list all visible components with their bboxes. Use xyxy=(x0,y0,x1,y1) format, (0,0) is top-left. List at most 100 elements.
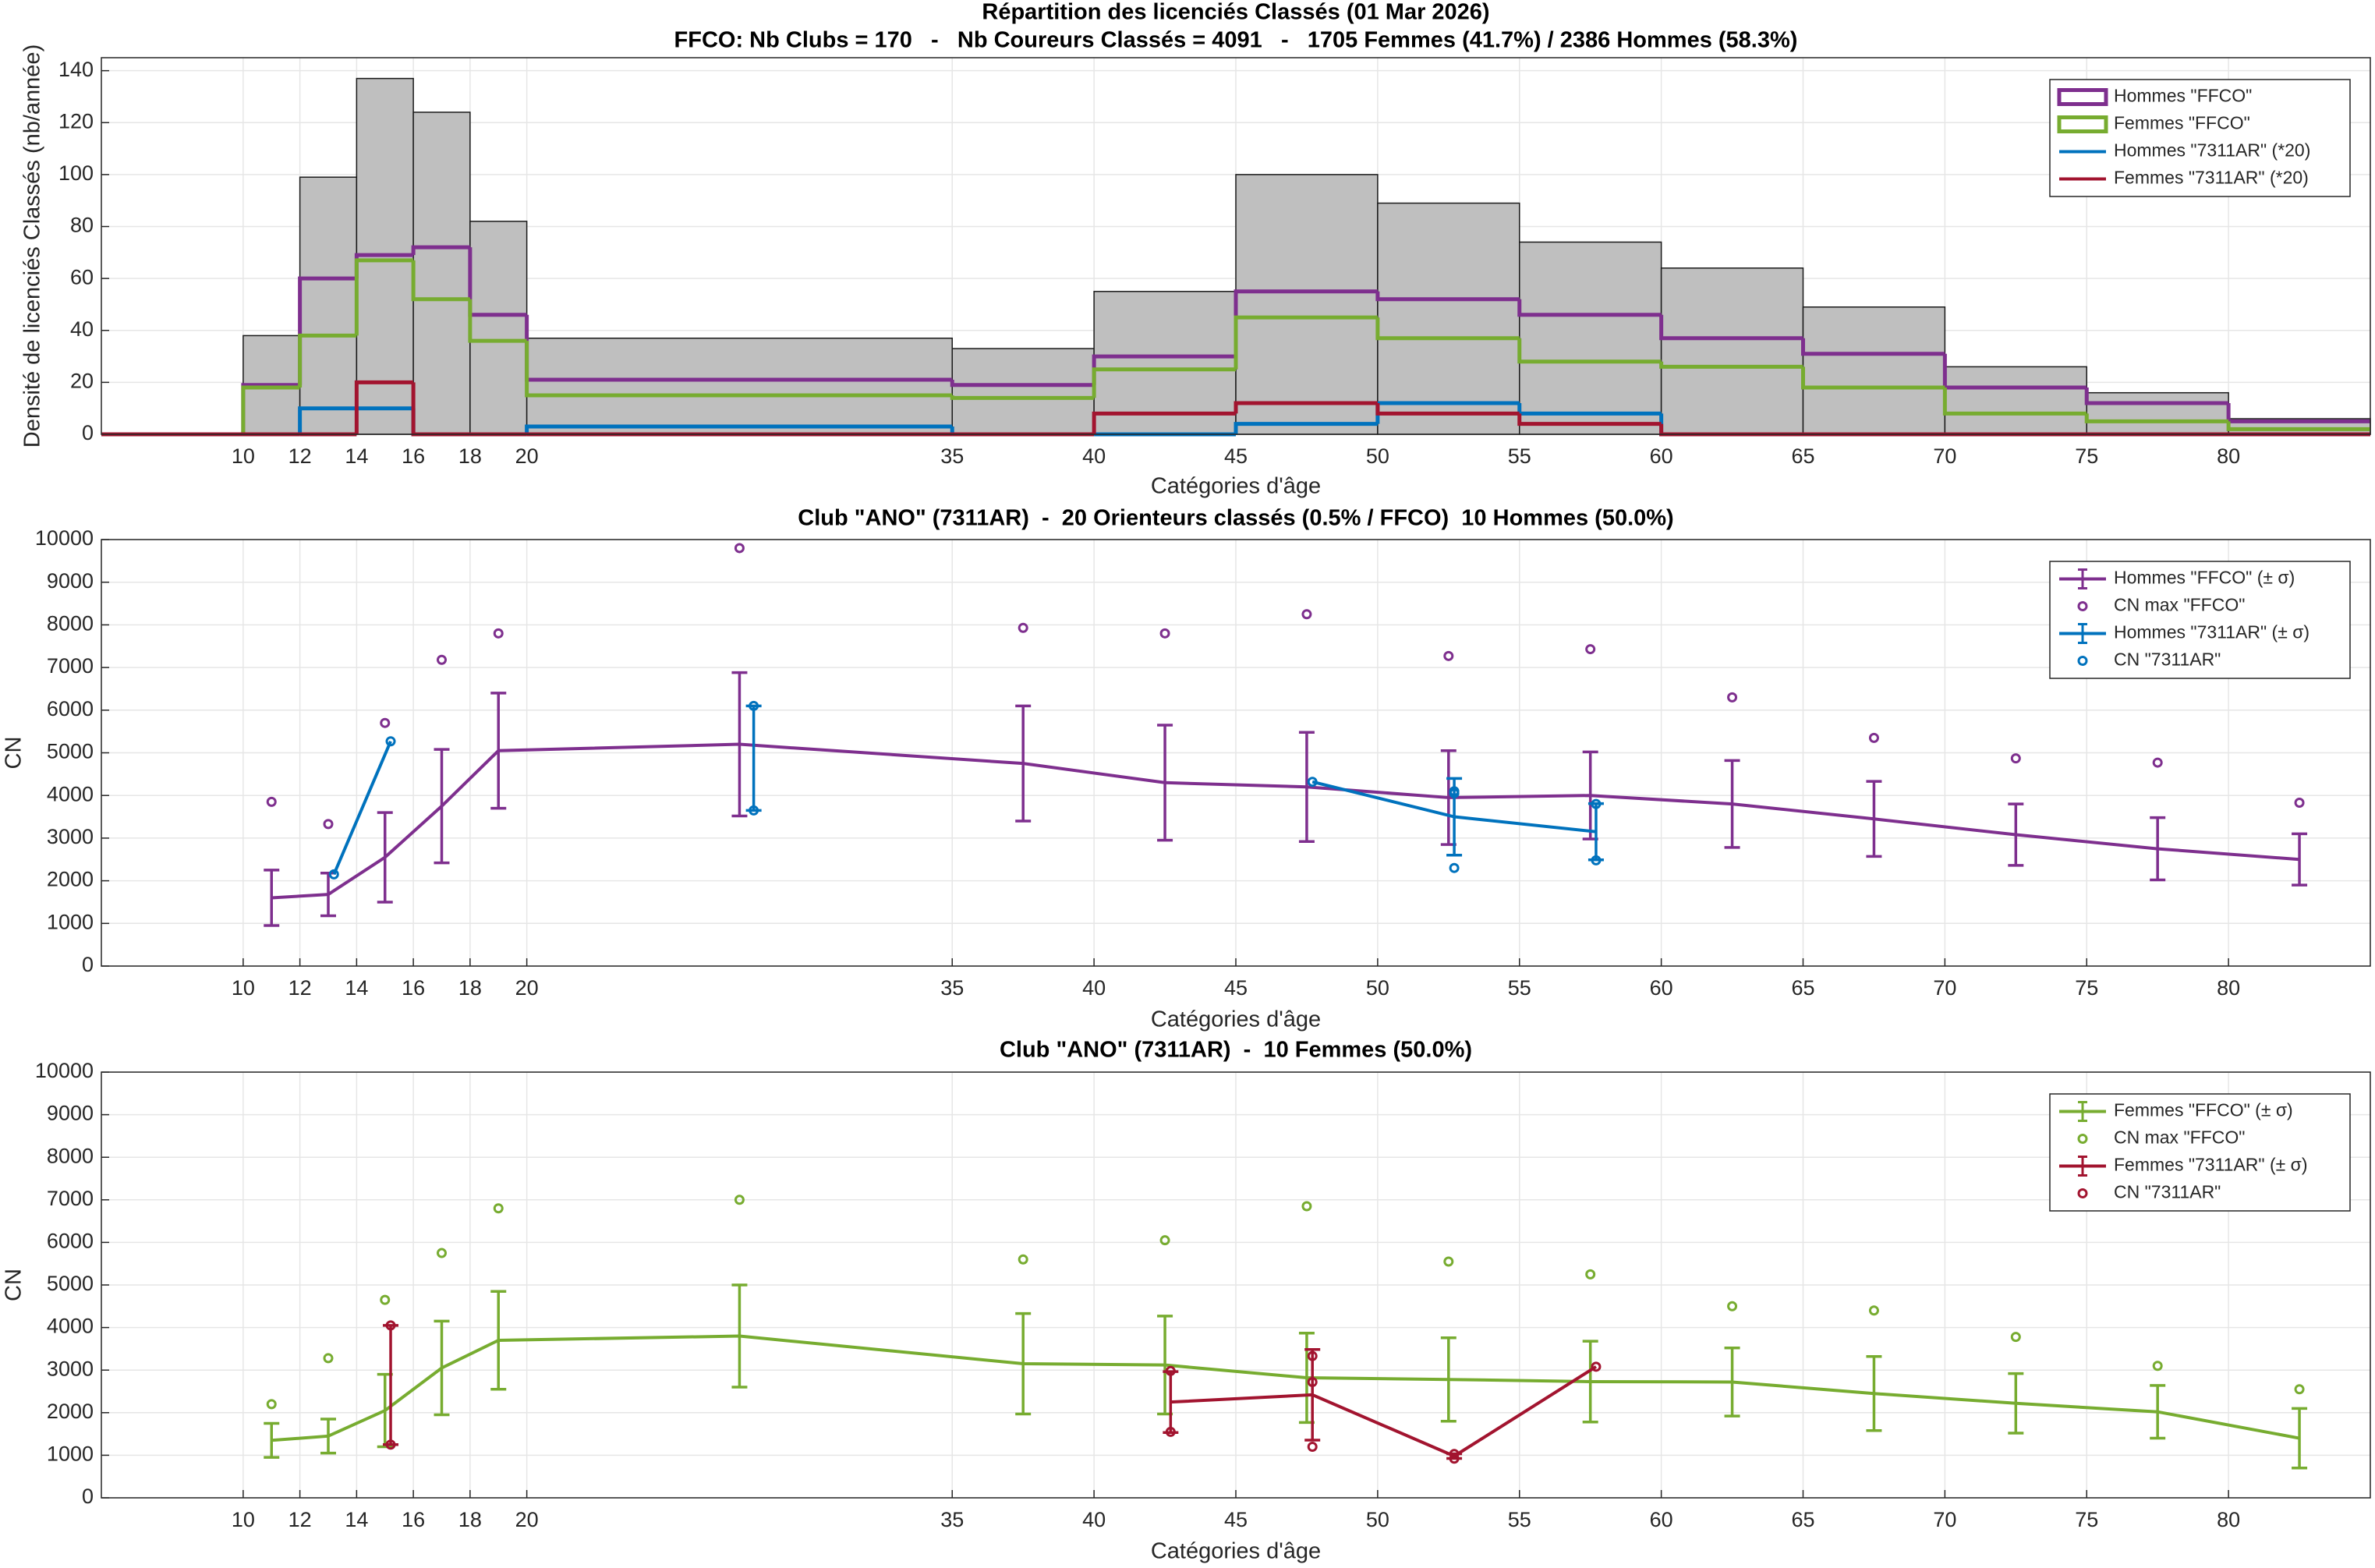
marker xyxy=(1307,1376,1318,1387)
stair-step xyxy=(1092,367,1236,398)
marker xyxy=(380,1294,391,1305)
stair-step xyxy=(241,385,300,434)
stair-step xyxy=(1375,291,1520,302)
x-tick-label: 40 xyxy=(1082,444,1106,468)
stair-step xyxy=(950,395,1095,400)
legend-label: Femmes "7311AR" (*20) xyxy=(2114,168,2309,188)
x-tick-label: 60 xyxy=(1650,1508,1673,1531)
marker xyxy=(1165,1365,1176,1376)
y-tick-label: 40 xyxy=(70,317,94,341)
legend-label: Hommes "7311AR" (*20) xyxy=(2114,140,2310,161)
x-tick-label: 20 xyxy=(515,1508,539,1531)
stair-step xyxy=(354,380,414,434)
marker xyxy=(1585,1269,1596,1280)
series-line xyxy=(1170,1365,1598,1458)
x-axis-label: Catégories d'âge xyxy=(1151,1007,1321,1032)
marker xyxy=(266,796,277,807)
legend-label: CN max "FFCO" xyxy=(2114,595,2245,615)
axes-box xyxy=(101,1071,2371,1499)
y-tick-label: 9000 xyxy=(47,569,94,593)
error-bar xyxy=(2008,1372,2024,1435)
marker xyxy=(749,700,759,711)
marker xyxy=(734,1195,745,1205)
x-tick-label: 55 xyxy=(1508,1508,1531,1531)
error-bar xyxy=(2292,832,2308,887)
legend-label: Femmes "FFCO" xyxy=(2114,113,2250,133)
stair-step xyxy=(1942,388,2087,416)
error-bar xyxy=(490,1290,507,1391)
x-tick-label: 50 xyxy=(1366,444,1389,468)
x-tick-label: 12 xyxy=(288,444,312,468)
y-tick-label: 0 xyxy=(82,421,94,444)
marker xyxy=(1165,1426,1176,1437)
error-bar xyxy=(377,811,393,904)
marker xyxy=(385,1439,396,1450)
y-tick-label: 20 xyxy=(70,370,94,393)
marker xyxy=(1449,788,1460,798)
stair-step xyxy=(1801,338,1945,356)
x-tick-label: 16 xyxy=(402,444,425,468)
x-tick-label: 10 xyxy=(232,976,255,1000)
legend-patch xyxy=(2057,88,2108,106)
x-tick-label: 20 xyxy=(515,976,539,1000)
panel: 0 1000 2000 3000 4000 5000 6000 7000 8000 9000 100… xyxy=(2,1038,2371,1564)
x-tick-label: 55 xyxy=(1508,976,1531,1000)
y-tick-label: 9000 xyxy=(47,1102,94,1125)
marker xyxy=(1868,1305,1879,1316)
marker xyxy=(1585,644,1596,655)
stair-step xyxy=(2226,421,2370,431)
legend-errorbar xyxy=(2078,568,2087,589)
stair-step xyxy=(1659,314,1803,341)
y-tick-label: 5000 xyxy=(47,740,94,763)
x-tick-label: 45 xyxy=(1224,1508,1248,1531)
marker xyxy=(323,1353,334,1364)
x-tick-label: 40 xyxy=(1082,976,1106,1000)
legend-label: Hommes "FFCO" (± σ) xyxy=(2114,568,2295,588)
y-tick-label: 1000 xyxy=(47,910,94,933)
y-tick-label: 6000 xyxy=(47,1230,94,1253)
y-tick-label: 60 xyxy=(70,265,94,288)
y-tick-label: 8000 xyxy=(47,612,94,635)
error-bar xyxy=(1724,1347,1740,1418)
y-tick-label: 120 xyxy=(58,109,94,133)
x-tick-label: 55 xyxy=(1508,444,1531,468)
x-tick-label: 60 xyxy=(1650,976,1673,1000)
histogram-bar xyxy=(1377,202,1520,435)
marker xyxy=(2010,1332,2021,1343)
stair-step xyxy=(1092,411,1236,434)
y-tick-label: 10000 xyxy=(35,1059,94,1082)
marker xyxy=(1449,1453,1460,1464)
error-bar xyxy=(434,1319,450,1417)
y-tick-label: 10000 xyxy=(35,526,94,550)
stair-step xyxy=(1659,361,1803,369)
error-bar xyxy=(2150,816,2166,882)
x-tick-label: 10 xyxy=(232,1508,255,1531)
chart-title: Club "ANO" (7311AR) - 10 Femmes (50.0%) xyxy=(1000,1038,1472,1063)
error-bar xyxy=(1157,724,1173,842)
marker xyxy=(1591,855,1602,865)
marker xyxy=(1727,1301,1738,1311)
x-tick-label: 45 xyxy=(1224,444,1248,468)
legend-marker xyxy=(2077,601,2088,611)
x-tick-label: 75 xyxy=(2075,976,2098,1000)
stair-step xyxy=(2084,388,2229,405)
marker xyxy=(1307,1441,1318,1452)
x-tick-label: 65 xyxy=(1791,444,1814,468)
stair-step xyxy=(1234,315,1378,370)
stair-step xyxy=(525,341,953,398)
legend-label: Femmes "FFCO" (± σ) xyxy=(2114,1100,2293,1120)
stair-step xyxy=(2084,413,2229,423)
x-tick-label: 80 xyxy=(2217,976,2240,1000)
error-bar xyxy=(490,692,507,810)
y-axis-label: Densité de licenciés Classés (nb/année) xyxy=(20,44,45,448)
marker xyxy=(493,1203,504,1214)
stair-step xyxy=(950,380,1095,388)
legend-box xyxy=(2049,1093,2351,1212)
histogram-bar xyxy=(951,348,1095,435)
x-tick-label: 65 xyxy=(1791,1508,1814,1531)
y-tick-label: 80 xyxy=(70,214,94,237)
x-tick-label: 18 xyxy=(458,444,482,468)
x-axis-label: Catégories d'âge xyxy=(1151,1539,1321,1564)
marker xyxy=(1591,798,1602,809)
legend-label: Hommes "7311AR" (± σ) xyxy=(2114,622,2310,642)
